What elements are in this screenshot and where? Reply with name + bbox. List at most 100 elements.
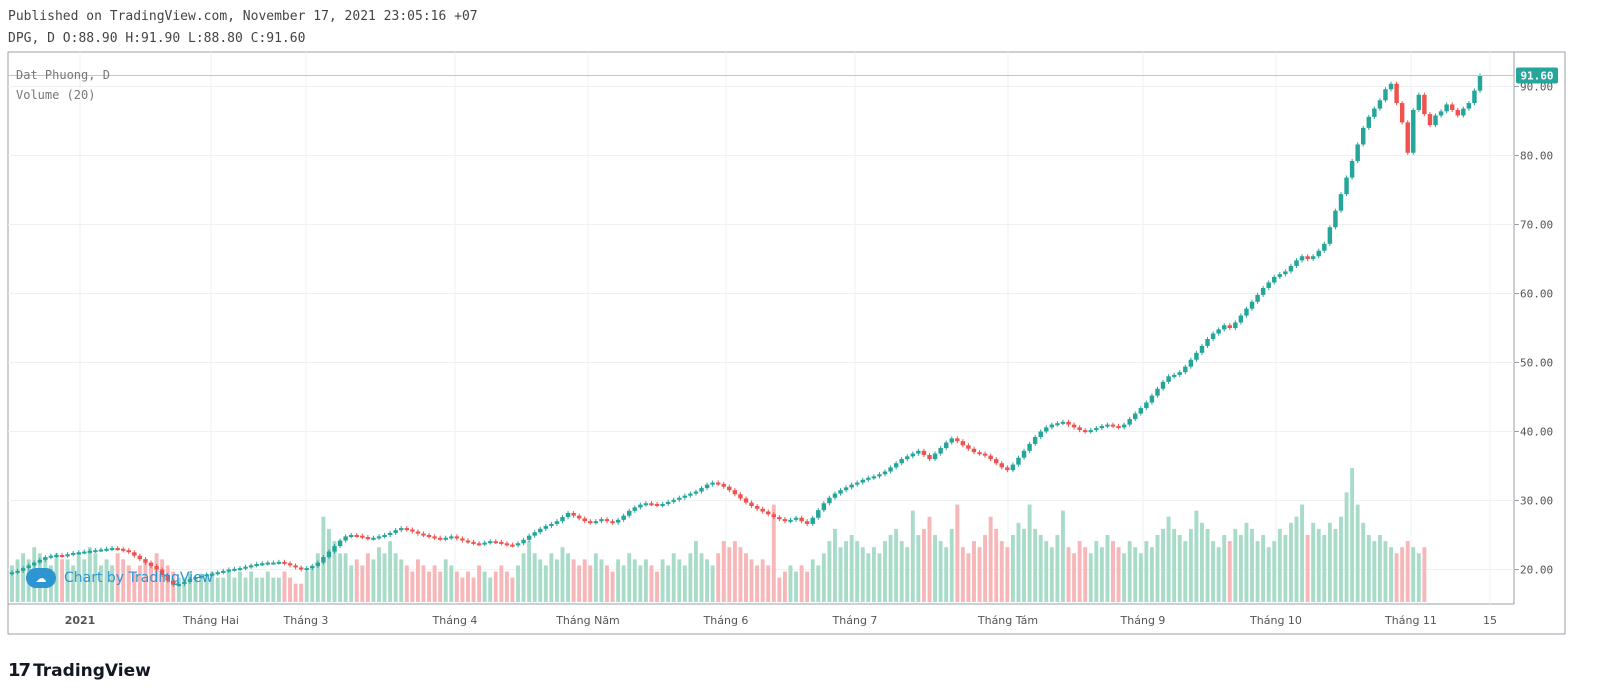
volume-bar (1222, 535, 1227, 602)
brand-logo[interactable]: 17 TradingView (8, 660, 151, 681)
candle-body (860, 479, 865, 483)
candle-body (1094, 428, 1099, 431)
candle-body (843, 487, 849, 491)
volume-bar (755, 565, 760, 602)
volume-bar (1200, 522, 1204, 602)
volume-bar (577, 565, 582, 602)
volume-bar (276, 577, 281, 602)
candle-body (165, 575, 170, 581)
volume-bar (660, 559, 665, 602)
volume-bar (87, 547, 92, 602)
candle-body (276, 561, 282, 564)
watermark-text: Chart by TradingView (64, 570, 214, 586)
candle-body (982, 453, 988, 456)
volume-bar (1422, 547, 1427, 602)
candle-body (499, 541, 504, 544)
candle-body (1366, 116, 1372, 128)
volume-bar (1205, 528, 1210, 602)
volume-bar (821, 553, 826, 602)
candle-body (804, 521, 810, 524)
volume-bar (371, 559, 376, 602)
volume-bar (933, 535, 938, 602)
candles (9, 73, 1483, 587)
candle-body (1032, 437, 1038, 444)
volume-bar (493, 571, 498, 602)
candle-body (1472, 90, 1477, 104)
candle-body (315, 562, 321, 567)
volume-bar (1211, 541, 1216, 602)
candle-body (1133, 413, 1138, 420)
volume-bar (243, 577, 248, 602)
candle-body (1322, 243, 1327, 251)
candle-body (115, 548, 120, 551)
candle-body (710, 482, 715, 485)
candle-body (899, 459, 904, 464)
candle-body (660, 503, 665, 506)
volume-bar (1016, 522, 1021, 602)
volume-bar (1355, 504, 1360, 602)
volume-bar (354, 559, 359, 602)
volume-bar (382, 553, 387, 602)
volume-bar (154, 553, 159, 602)
price-tick-label: 60.00 (1520, 288, 1553, 301)
candle-body (927, 454, 932, 460)
volume-bar (833, 528, 837, 602)
volume-bar (293, 583, 298, 602)
candle-body (1283, 271, 1288, 275)
candle-body (877, 474, 882, 477)
candle-body (248, 565, 254, 568)
volume-bar (916, 535, 921, 602)
volume-bar (593, 553, 598, 602)
volume-bar (226, 571, 231, 602)
volume-bar (443, 559, 448, 602)
volume-bar (949, 528, 954, 602)
volume-bar (560, 547, 565, 602)
candle-body (1060, 421, 1066, 424)
candle-body (426, 535, 432, 537)
volume-bar (1366, 535, 1371, 602)
volume-bar (1172, 528, 1177, 602)
candle-body (1305, 256, 1310, 259)
volume-bar (1416, 553, 1421, 602)
volume-bar (794, 571, 798, 602)
volume-bar (1316, 528, 1321, 602)
candle-body (677, 497, 682, 500)
volume-bar (1122, 553, 1127, 602)
candle-body (571, 512, 576, 516)
candle-body (749, 502, 754, 507)
candle-body (515, 543, 521, 546)
candle-body (354, 535, 359, 537)
candle-body (98, 549, 104, 552)
candle-body (1433, 115, 1438, 126)
candle-body (1021, 450, 1027, 458)
candle-body (332, 546, 337, 552)
candle-body (93, 550, 98, 553)
watermark[interactable]: ☁ Chart by TradingView (26, 568, 213, 588)
candle-body (32, 562, 37, 566)
candle-body (1394, 83, 1399, 104)
candle-body (1422, 94, 1427, 115)
candle-body (476, 543, 482, 546)
candle-body (176, 583, 182, 586)
candle-body (966, 445, 971, 449)
candle-body (916, 450, 921, 454)
candle-body (799, 517, 804, 522)
ohlc-line: DPG, D O:88.90 H:91.90 L:88.80 C:91.60 (8, 31, 306, 46)
volume-bar (488, 577, 493, 602)
volume-bar (76, 553, 81, 602)
candle-body (1177, 372, 1182, 375)
volume-bar (655, 571, 659, 602)
volume-bar (187, 571, 192, 602)
volume-bar (827, 541, 832, 602)
volume-bar (282, 571, 287, 602)
volume-bar (1105, 535, 1110, 602)
volume-bar (582, 559, 587, 602)
volume-bar (610, 571, 615, 602)
candle-body (482, 542, 487, 545)
candle-body (365, 537, 371, 540)
candle-body (654, 503, 660, 506)
volume-bar (438, 571, 443, 602)
volume-bar (1161, 528, 1165, 602)
candle-body (704, 484, 710, 489)
